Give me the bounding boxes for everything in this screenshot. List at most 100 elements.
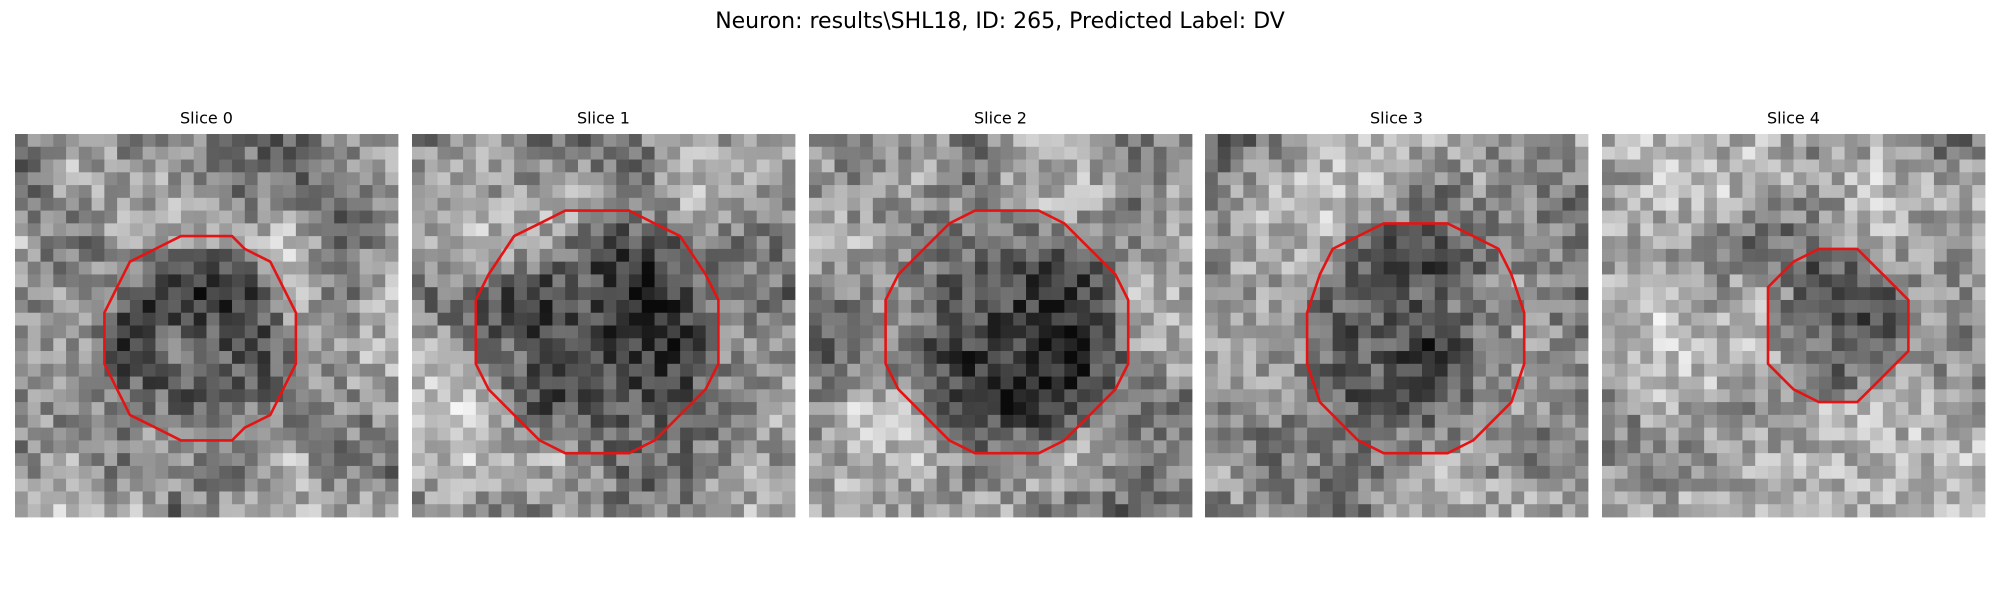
pixel [1319, 159, 1334, 173]
pixel [1485, 197, 1500, 211]
pixel [898, 236, 912, 250]
pixel [514, 351, 528, 365]
pixel [847, 248, 861, 263]
pixel [295, 478, 310, 492]
pixel [1780, 223, 1794, 237]
pixel [1524, 274, 1538, 288]
pixel [53, 185, 67, 199]
pixel [1051, 504, 1065, 518]
pixel [346, 287, 361, 301]
pixel [769, 261, 783, 275]
pixel [1460, 376, 1474, 390]
pixel [1434, 376, 1448, 390]
pixel [654, 261, 668, 275]
pixel [1038, 414, 1052, 429]
pixel [834, 185, 848, 199]
pixel [1562, 210, 1576, 224]
pixel [424, 223, 438, 237]
pixel [731, 159, 745, 173]
pixel [117, 504, 131, 518]
pixel [1742, 325, 1756, 339]
pixel [1704, 376, 1718, 390]
pixel [232, 312, 246, 326]
pixel [974, 197, 989, 211]
pixel [1946, 440, 1960, 454]
pixel [283, 197, 297, 211]
pixel [295, 172, 310, 186]
pixel [129, 414, 144, 429]
pixel [911, 478, 925, 492]
pixel [1128, 236, 1142, 250]
pixel [283, 338, 297, 352]
pixel [1179, 363, 1193, 377]
pixel [1614, 440, 1628, 454]
pixel [962, 491, 976, 505]
pixel [987, 274, 1001, 288]
pixel [641, 414, 655, 429]
pixel [463, 197, 477, 211]
pixel [168, 172, 182, 186]
pixel [1000, 389, 1014, 403]
pixel [1627, 414, 1641, 429]
pixel [1396, 236, 1410, 250]
pixel [1383, 236, 1397, 250]
pixel [1806, 414, 1820, 429]
pixel [1678, 172, 1692, 186]
pixel [1345, 287, 1359, 301]
pixel [104, 338, 118, 352]
pixel [1102, 440, 1116, 454]
pixel [232, 414, 246, 429]
pixel [565, 274, 579, 288]
pixel [1307, 197, 1321, 211]
pixel [949, 376, 963, 390]
pixel [1806, 146, 1820, 160]
pixel [15, 351, 29, 365]
pixel [1077, 363, 1091, 377]
pixel [1434, 287, 1448, 301]
pixel [1498, 427, 1512, 441]
pixel [629, 261, 643, 275]
pixel [1959, 427, 1973, 441]
pixel [1793, 159, 1807, 173]
pixel [654, 159, 668, 173]
pixel [577, 210, 592, 224]
pixel [475, 491, 489, 505]
pixel [463, 185, 477, 199]
pixel [257, 402, 271, 416]
pixel [872, 299, 886, 314]
pixel [705, 261, 719, 275]
pixel [1562, 134, 1576, 148]
pixel [334, 236, 348, 250]
pixel [1498, 248, 1512, 263]
pixel [91, 414, 105, 429]
pixel [860, 197, 874, 211]
pixel [1383, 299, 1397, 314]
pixel [1767, 172, 1782, 186]
pixel [1806, 299, 1820, 314]
pixel [1602, 389, 1616, 403]
pixel [1013, 210, 1027, 224]
pixel [603, 491, 617, 505]
pixel [1831, 261, 1845, 275]
pixel [475, 197, 489, 211]
pixel [66, 338, 80, 352]
pixel [1319, 197, 1334, 211]
pixel [1921, 274, 1935, 288]
pixel [1729, 261, 1743, 275]
pixel [206, 146, 220, 160]
pixel [78, 402, 92, 416]
pixel [424, 248, 438, 263]
pixel [1140, 338, 1155, 352]
pixel [1627, 363, 1641, 377]
pixel [1614, 491, 1628, 505]
pixel [1268, 440, 1282, 454]
pixel [629, 299, 643, 314]
pixel [1396, 427, 1410, 441]
pixel [1716, 427, 1731, 441]
pixel [667, 351, 681, 365]
pixel [692, 210, 707, 224]
pixel [475, 159, 489, 173]
pixel [1205, 453, 1219, 467]
pixel [1704, 299, 1718, 314]
pixel [1691, 299, 1705, 314]
